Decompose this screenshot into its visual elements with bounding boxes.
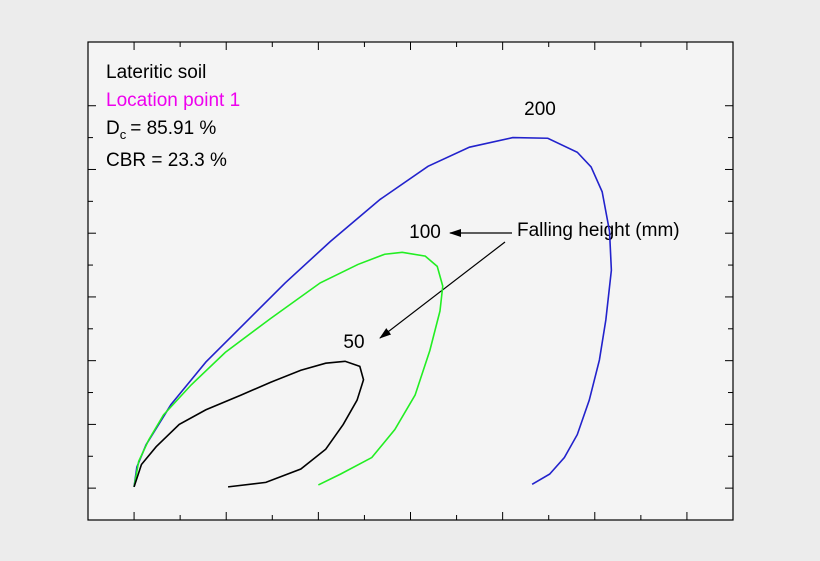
series-label: 50 [343, 332, 364, 353]
plot-area [87, 41, 734, 521]
series-label: 200 [524, 99, 556, 120]
dc-value: = 85.91 % [130, 118, 216, 139]
cbr-label: CBR = 23.3 % [106, 150, 227, 171]
curve [133, 136, 613, 487]
curve [133, 251, 444, 488]
curve [133, 360, 365, 488]
annotation: Falling height (mm) [517, 220, 680, 241]
dc-label: Dc = 85.91 % [106, 118, 216, 142]
dc-sub: c [120, 127, 127, 142]
series-label: 100 [409, 222, 441, 243]
dc-main: D [106, 118, 120, 139]
location-label: Location point 1 [106, 90, 240, 111]
soil-label: Lateritic soil [106, 62, 206, 83]
